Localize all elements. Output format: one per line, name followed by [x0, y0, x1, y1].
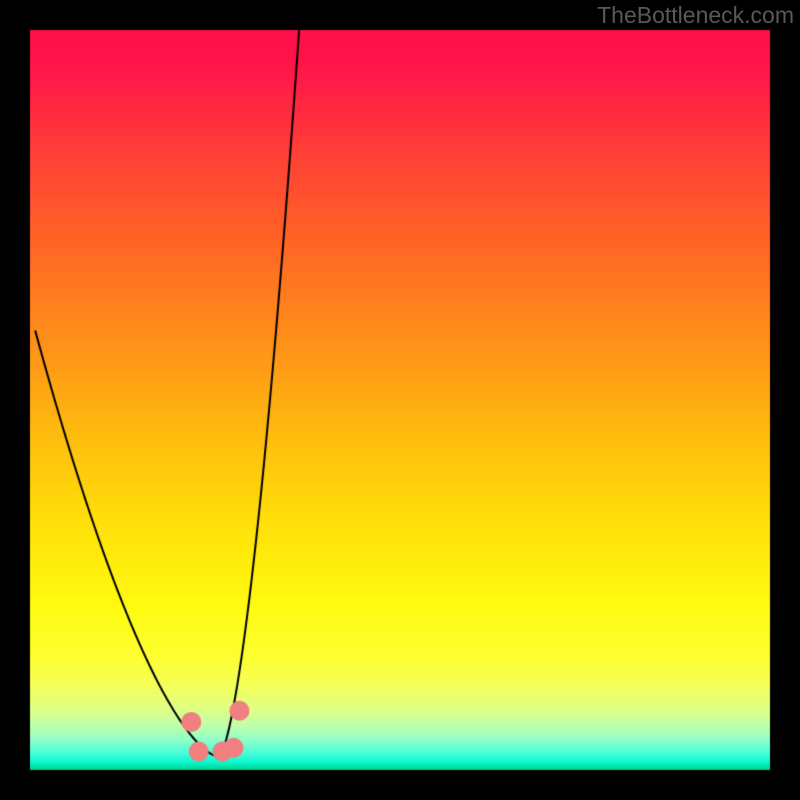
chart-container: TheBottleneck.com — [0, 0, 800, 800]
watermark-text: TheBottleneck.com — [597, 2, 794, 29]
bottleneck-curve-chart — [0, 0, 800, 800]
